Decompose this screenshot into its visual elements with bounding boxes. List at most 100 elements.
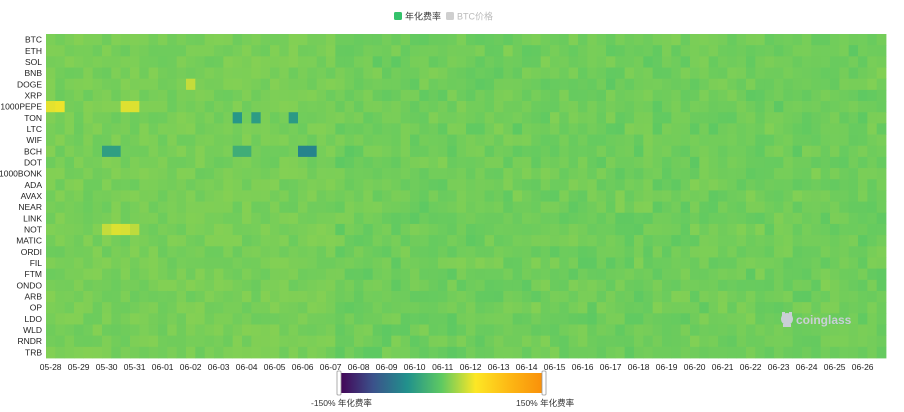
- heatmap-cell[interactable]: [176, 67, 187, 80]
- heatmap-cell[interactable]: [858, 235, 868, 247]
- heatmap-cell[interactable]: [746, 134, 756, 147]
- heatmap-cell[interactable]: [363, 145, 374, 158]
- heatmap-cell[interactable]: [764, 67, 775, 80]
- heatmap-cell[interactable]: [447, 45, 458, 57]
- heatmap-cell[interactable]: [466, 257, 476, 270]
- heatmap-cell[interactable]: [475, 112, 486, 124]
- heatmap-cell[interactable]: [522, 246, 532, 258]
- heatmap-cell[interactable]: [64, 335, 75, 348]
- heatmap-cell[interactable]: [176, 246, 187, 258]
- heatmap-cell[interactable]: [298, 145, 308, 158]
- heatmap-cell[interactable]: [876, 335, 887, 348]
- heatmap-cell[interactable]: [176, 268, 187, 281]
- heatmap-cell[interactable]: [867, 112, 878, 124]
- heatmap-cell[interactable]: [204, 112, 215, 124]
- heatmap-cell[interactable]: [596, 101, 607, 113]
- heatmap-cell[interactable]: [475, 45, 486, 57]
- heatmap-cell[interactable]: [130, 212, 140, 225]
- heatmap-cell[interactable]: [158, 156, 168, 169]
- heatmap-cell[interactable]: [186, 34, 196, 46]
- heatmap-cell[interactable]: [326, 246, 336, 258]
- heatmap-cell[interactable]: [755, 123, 766, 135]
- heatmap-cell[interactable]: [746, 34, 756, 46]
- heatmap-cell[interactable]: [251, 34, 262, 46]
- heatmap-cell[interactable]: [214, 246, 224, 258]
- heatmap-cell[interactable]: [102, 302, 112, 314]
- heatmap-cell[interactable]: [410, 112, 420, 124]
- heatmap-cell[interactable]: [92, 168, 103, 180]
- heatmap-cell[interactable]: [335, 257, 346, 270]
- heatmap-cell[interactable]: [708, 179, 719, 191]
- heatmap-cell[interactable]: [568, 212, 579, 225]
- heatmap-cell[interactable]: [279, 212, 290, 225]
- heatmap-cell[interactable]: [858, 201, 868, 214]
- heatmap-cell[interactable]: [727, 235, 738, 247]
- heatmap-cell[interactable]: [811, 235, 822, 247]
- heatmap-cell[interactable]: [494, 112, 504, 124]
- heatmap-cell[interactable]: [335, 168, 346, 180]
- heatmap-cell[interactable]: [774, 246, 784, 258]
- heatmap-cell[interactable]: [55, 246, 66, 258]
- heatmap-cell[interactable]: [354, 34, 364, 46]
- heatmap-cell[interactable]: [260, 335, 271, 348]
- heatmap-cell[interactable]: [74, 246, 84, 258]
- heatmap-cell[interactable]: [634, 179, 644, 191]
- heatmap-cell[interactable]: [139, 257, 150, 270]
- heatmap-cell[interactable]: [92, 190, 103, 202]
- heatmap-cell[interactable]: [186, 145, 196, 158]
- heatmap-cell[interactable]: [372, 134, 383, 147]
- heatmap-cell[interactable]: [111, 156, 122, 169]
- heatmap-cell[interactable]: [839, 246, 850, 258]
- heatmap-cell[interactable]: [382, 313, 392, 325]
- heatmap-cell[interactable]: [102, 201, 112, 214]
- heatmap-cell[interactable]: [746, 78, 756, 91]
- heatmap-cell[interactable]: [708, 223, 719, 236]
- heatmap-cell[interactable]: [92, 290, 103, 303]
- heatmap-cell[interactable]: [316, 235, 327, 247]
- heatmap-cell[interactable]: [456, 257, 467, 270]
- heatmap-cell[interactable]: [307, 324, 318, 337]
- heatmap-cell[interactable]: [298, 302, 308, 314]
- heatmap-cell[interactable]: [354, 201, 364, 214]
- heatmap-cell[interactable]: [74, 201, 84, 214]
- heatmap-cell[interactable]: [102, 34, 112, 46]
- heatmap-cell[interactable]: [615, 190, 626, 202]
- heatmap-cell[interactable]: [232, 190, 243, 202]
- heatmap-cell[interactable]: [475, 223, 486, 236]
- heatmap-cell[interactable]: [783, 134, 794, 147]
- heatmap-cell[interactable]: [578, 45, 588, 57]
- heatmap-cell[interactable]: [335, 346, 346, 359]
- heatmap-cell[interactable]: [624, 246, 635, 258]
- heatmap-cell[interactable]: [615, 123, 626, 135]
- heatmap-cell[interactable]: [736, 346, 747, 359]
- heatmap-cell[interactable]: [130, 89, 140, 102]
- heatmap-cell[interactable]: [494, 346, 504, 359]
- heatmap-cell[interactable]: [727, 324, 738, 337]
- heatmap-cell[interactable]: [615, 112, 626, 124]
- heatmap-cell[interactable]: [74, 34, 84, 46]
- heatmap-cell[interactable]: [55, 78, 66, 91]
- heatmap-cell[interactable]: [475, 313, 486, 325]
- heatmap-cell[interactable]: [176, 134, 187, 147]
- heatmap-cell[interactable]: [671, 346, 682, 359]
- heatmap-cell[interactable]: [876, 145, 887, 158]
- heatmap-cell[interactable]: [848, 235, 859, 247]
- heatmap-cell[interactable]: [372, 56, 383, 68]
- heatmap-cell[interactable]: [568, 235, 579, 247]
- heatmap-cell[interactable]: [148, 257, 159, 270]
- heatmap-cell[interactable]: [120, 290, 131, 303]
- heatmap-cell[interactable]: [447, 190, 458, 202]
- heatmap-cell[interactable]: [484, 212, 495, 225]
- heatmap-cell[interactable]: [568, 302, 579, 314]
- heatmap-cell[interactable]: [74, 56, 84, 68]
- heatmap-cell[interactable]: [512, 257, 523, 270]
- heatmap-cell[interactable]: [559, 156, 570, 169]
- heatmap-cell[interactable]: [354, 45, 364, 57]
- heatmap-cell[interactable]: [139, 346, 150, 359]
- heatmap-cell[interactable]: [92, 246, 103, 258]
- heatmap-cell[interactable]: [307, 235, 318, 247]
- heatmap-cell[interactable]: [372, 257, 383, 270]
- heatmap-cell[interactable]: [382, 156, 392, 169]
- heatmap-cell[interactable]: [354, 123, 364, 135]
- heatmap-cell[interactable]: [447, 290, 458, 303]
